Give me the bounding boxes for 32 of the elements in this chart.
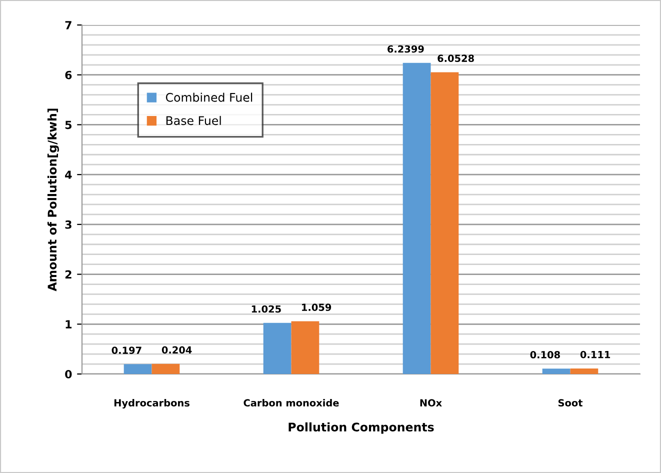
data-label: 0.108 — [530, 351, 560, 358]
y-tick-label: 3 — [65, 220, 72, 229]
data-label: 0.197 — [112, 346, 142, 354]
y-tick-label: 1 — [66, 320, 72, 328]
y-tick-label: 0 — [65, 370, 72, 378]
data-label: 6.0528 — [438, 54, 474, 62]
x-tick-label: Hydrocarbons — [114, 399, 190, 408]
data-label: 0.111 — [580, 350, 610, 358]
bar — [430, 72, 459, 374]
data-label: 1.025 — [252, 305, 281, 313]
y-axis-title: Amount of Pollution[g/kwh] — [47, 108, 59, 292]
legend-label: Base Fuel — [166, 116, 221, 126]
y-tick-label: 4 — [65, 170, 72, 179]
bar — [263, 322, 292, 374]
data-label: 1.059 — [302, 304, 332, 311]
bar — [124, 364, 152, 374]
y-tick-label: 2 — [65, 270, 72, 279]
bar — [291, 321, 320, 374]
y-tick-label: 7 — [65, 21, 72, 30]
legend-label: Combined Fuel — [166, 92, 252, 102]
bar — [152, 364, 180, 374]
x-tick-label: NOx — [420, 399, 442, 407]
y-tick-label: 6 — [65, 70, 72, 80]
x-tick-label: Soot — [558, 399, 583, 407]
bar — [402, 62, 431, 374]
x-tick-label: Carbon monoxide — [244, 399, 339, 407]
data-label: 0.204 — [162, 346, 192, 354]
y-tick-label: 5 — [65, 120, 72, 130]
bar — [542, 368, 570, 374]
data-label: 6.2399 — [388, 45, 424, 53]
bar — [570, 368, 598, 374]
x-axis-title: Pollution Components — [288, 422, 434, 434]
